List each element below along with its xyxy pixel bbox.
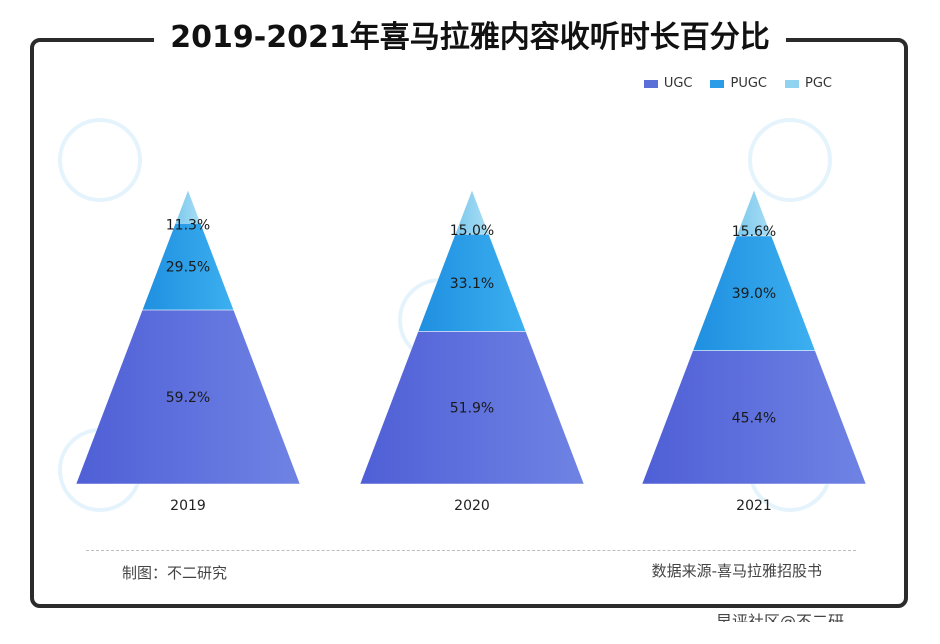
chart-title: 2019-2021年喜马拉雅内容收听时长百分比 [154, 14, 786, 62]
data-label-pugc-2019: 29.5% [166, 260, 210, 276]
segment-pgc-2021 [736, 189, 772, 237]
legend-label-pgc: PGC [805, 76, 832, 91]
category-label-2021: 2021 [736, 498, 772, 514]
footer-source: 数据来源-喜马拉雅招股书 [651, 562, 822, 580]
data-label-pgc-2021: 15.6% [732, 224, 776, 240]
legend-swatch-ugc [643, 79, 658, 88]
watermark-logo-2 [748, 118, 832, 202]
segment-pgc-2020 [454, 189, 490, 235]
data-label-ugc-2019: 59.2% [166, 390, 210, 406]
data-label-pugc-2020: 33.1% [450, 276, 494, 292]
footer-divider [86, 550, 856, 551]
category-label-2019: 2019 [170, 498, 206, 514]
legend-swatch-pugc [710, 79, 725, 88]
category-label-2020: 2020 [454, 498, 490, 514]
legend-item-pgc: PGC [785, 76, 832, 91]
legend-label-ugc: UGC [663, 76, 693, 91]
legend-item-ugc: UGC [643, 76, 693, 91]
data-label-ugc-2021: 45.4% [732, 410, 776, 426]
title-wrap: 2019-2021年喜马拉雅内容收听时长百分比 [0, 14, 940, 62]
data-label-pgc-2020: 15.0% [450, 223, 494, 239]
legend-label-pugc: PUGC [730, 76, 767, 91]
footer-watermark-text: 早评社区@不二研 [716, 612, 845, 622]
segment-pgc-2019 [174, 189, 202, 224]
legend: UGC PUGC PGC [643, 76, 832, 91]
legend-swatch-pgc [785, 79, 799, 88]
watermark-logo-1 [58, 118, 142, 202]
data-label-ugc-2020: 51.9% [450, 401, 494, 417]
data-label-pugc-2021: 39.0% [732, 286, 776, 302]
footer-credit: 制图：不二研究 [122, 564, 228, 582]
data-label-pgc-2019: 11.3% [166, 218, 210, 234]
legend-item-pugc: PUGC [710, 76, 767, 91]
